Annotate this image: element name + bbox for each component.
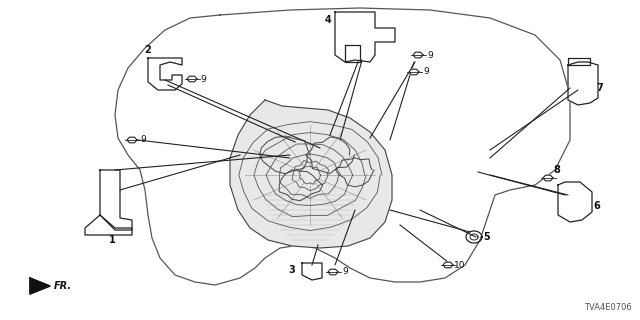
Polygon shape [335, 12, 395, 62]
Text: 5: 5 [484, 232, 490, 242]
Polygon shape [443, 262, 453, 268]
Text: TVA4E0706: TVA4E0706 [584, 303, 632, 312]
Text: 1: 1 [109, 235, 115, 245]
Text: 2: 2 [145, 45, 152, 55]
Text: 9: 9 [427, 51, 433, 60]
Polygon shape [127, 137, 137, 143]
Polygon shape [568, 62, 598, 105]
Polygon shape [100, 170, 132, 230]
Text: FR.: FR. [54, 281, 72, 291]
Polygon shape [328, 269, 338, 275]
Text: 4: 4 [324, 15, 332, 25]
Text: 9: 9 [423, 68, 429, 76]
Text: 9: 9 [200, 75, 206, 84]
Text: 6: 6 [594, 201, 600, 211]
Polygon shape [543, 175, 553, 181]
Polygon shape [30, 278, 50, 294]
Text: 10: 10 [454, 260, 466, 269]
Polygon shape [409, 69, 419, 75]
Polygon shape [148, 58, 182, 90]
Polygon shape [345, 45, 360, 62]
Polygon shape [85, 215, 132, 235]
Polygon shape [568, 58, 590, 65]
Polygon shape [187, 76, 197, 82]
Text: 3: 3 [289, 265, 296, 275]
Polygon shape [302, 263, 322, 280]
Text: 9: 9 [140, 135, 146, 145]
Polygon shape [558, 182, 592, 222]
Text: 8: 8 [554, 165, 561, 175]
Text: 7: 7 [596, 83, 604, 93]
Polygon shape [230, 100, 392, 248]
Polygon shape [413, 52, 423, 58]
Polygon shape [115, 8, 570, 285]
Text: 9: 9 [342, 268, 348, 276]
